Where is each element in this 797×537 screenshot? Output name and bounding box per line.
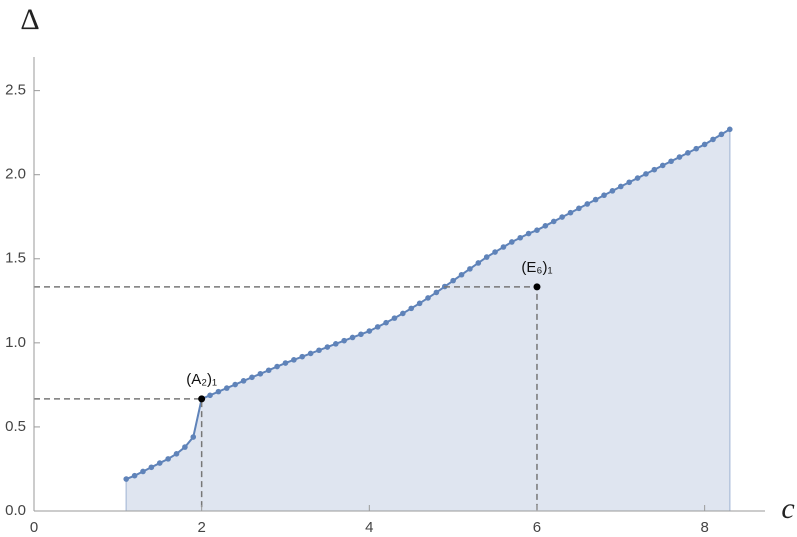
point: [282, 360, 289, 366]
y-tick-label: 2.0: [5, 166, 26, 183]
point: [148, 464, 155, 471]
x-tick-label: 2: [197, 519, 205, 536]
x-tick-label: 0: [30, 519, 38, 536]
point: [257, 370, 264, 377]
annotation-label: (E₆)₁: [521, 259, 552, 276]
point: [416, 300, 423, 307]
point: [634, 175, 641, 181]
point: [567, 209, 574, 216]
point: [207, 392, 213, 399]
x-axis-label: c: [781, 492, 794, 525]
point: [400, 310, 406, 317]
point: [165, 456, 171, 462]
point: [534, 227, 540, 233]
point: [232, 381, 238, 388]
point: [123, 476, 130, 482]
point: [467, 266, 473, 272]
y-tick-label: 0.0: [5, 502, 26, 519]
point: [659, 162, 666, 169]
annotation-point: [533, 283, 541, 291]
annotation-label: (A₂)₁: [186, 371, 217, 388]
point: [450, 277, 456, 284]
point: [550, 218, 557, 225]
point: [425, 295, 431, 301]
point: [584, 201, 591, 207]
point: [525, 230, 532, 237]
point: [307, 350, 314, 357]
point: [542, 223, 549, 229]
point: [685, 150, 691, 156]
point: [592, 196, 599, 203]
point: [332, 341, 339, 347]
point: [324, 344, 331, 350]
point: [366, 328, 373, 334]
point: [475, 260, 482, 266]
point: [693, 145, 700, 152]
point: [626, 179, 632, 186]
point: [676, 154, 683, 160]
point: [391, 315, 398, 321]
point: [517, 234, 524, 241]
point: [383, 319, 389, 326]
y-axis-label: Δ: [20, 3, 39, 36]
y-tick-label: 1.0: [5, 334, 26, 351]
point: [509, 239, 515, 245]
point: [240, 378, 247, 384]
point: [710, 136, 716, 143]
point: [265, 367, 272, 374]
point: [408, 305, 415, 312]
point: [576, 205, 582, 212]
guide-line: [34, 398, 203, 511]
point: [182, 444, 188, 450]
point: [299, 353, 306, 360]
point: [483, 254, 490, 260]
point: [316, 347, 322, 354]
point: [500, 244, 507, 250]
point: [140, 468, 146, 475]
point: [374, 324, 381, 330]
annotation-point: [198, 395, 206, 403]
point: [492, 249, 498, 255]
point: [349, 334, 356, 341]
point: [341, 337, 347, 344]
y-tick-label: 2.5: [5, 82, 26, 99]
point: [224, 385, 230, 391]
point: [458, 271, 465, 278]
point: [668, 158, 674, 165]
point: [156, 460, 163, 466]
point: [249, 374, 255, 381]
x-tick-label: 6: [533, 519, 541, 536]
point: [718, 131, 725, 138]
point: [291, 357, 297, 363]
point: [559, 214, 565, 220]
point: [701, 141, 708, 148]
y-tick-label: 0.5: [5, 418, 26, 435]
point: [358, 331, 364, 338]
point: [726, 126, 733, 133]
point: [601, 192, 607, 199]
area: [126, 129, 730, 511]
point: [215, 388, 222, 395]
point: [173, 451, 180, 457]
x-tick-label: 8: [700, 519, 708, 536]
x-tick-label: 4: [365, 519, 373, 536]
point: [274, 363, 280, 370]
point: [651, 166, 658, 173]
point: [433, 289, 440, 296]
y-tick-label: 1.5: [5, 250, 26, 267]
point: [131, 472, 138, 479]
point: [190, 434, 197, 440]
point: [618, 183, 624, 190]
point: [643, 171, 649, 177]
point: [609, 188, 616, 194]
